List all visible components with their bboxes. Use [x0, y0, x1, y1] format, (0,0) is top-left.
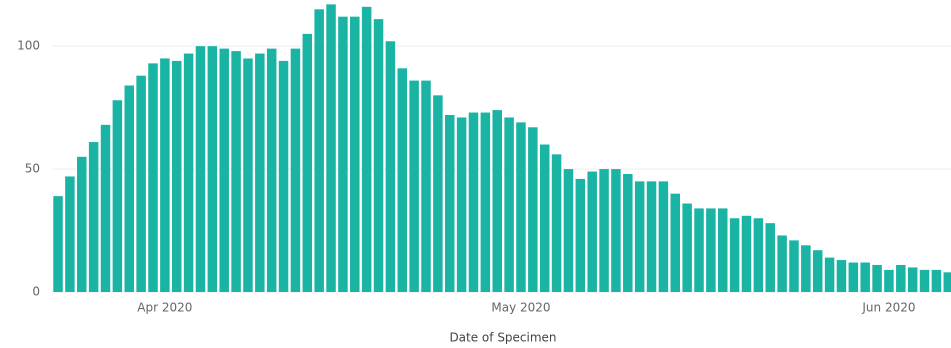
bar — [919, 269, 930, 292]
bar — [255, 53, 265, 292]
x-axis-title: Date of Specimen — [449, 331, 556, 345]
bar — [504, 117, 514, 292]
bar — [539, 144, 550, 292]
bar — [516, 122, 526, 292]
y-tick-label: 50 — [25, 162, 40, 176]
bar — [468, 112, 479, 293]
bar — [421, 80, 431, 292]
bar — [682, 203, 692, 292]
bar — [243, 58, 253, 293]
bar — [528, 127, 538, 293]
bar — [124, 85, 135, 292]
bar — [195, 46, 206, 292]
bar — [836, 260, 847, 292]
bar — [456, 117, 467, 292]
bar — [884, 269, 894, 292]
x-tick-label: May 2020 — [491, 301, 550, 315]
bar — [801, 245, 811, 292]
bar — [931, 269, 942, 292]
bar — [658, 181, 669, 292]
bar — [160, 58, 170, 293]
bar — [409, 80, 419, 292]
bar — [824, 257, 835, 292]
bar — [563, 169, 574, 292]
bar — [171, 60, 182, 292]
bar — [266, 48, 277, 292]
bar — [314, 9, 324, 293]
bar — [350, 16, 360, 293]
bar — [777, 235, 787, 292]
bar — [77, 156, 87, 292]
bar — [623, 174, 633, 292]
bar — [112, 100, 123, 292]
bar — [694, 208, 704, 292]
bar — [385, 41, 396, 292]
bar — [373, 19, 384, 292]
bar — [480, 112, 491, 293]
bar — [872, 264, 882, 292]
bar — [231, 51, 241, 293]
bar — [551, 154, 562, 292]
bar — [100, 124, 111, 292]
bar — [943, 272, 951, 292]
bar — [729, 218, 740, 292]
bar — [587, 171, 597, 292]
bar — [753, 218, 764, 292]
bar — [634, 181, 645, 292]
bar — [575, 178, 586, 292]
bar — [136, 75, 146, 293]
bar — [433, 95, 443, 292]
bar — [741, 215, 752, 292]
x-tick-label: Jun 2020 — [861, 301, 915, 315]
x-tick-label: Apr 2020 — [137, 301, 192, 315]
y-tick-label: 0 — [32, 285, 40, 299]
bar — [88, 142, 99, 292]
bar — [812, 250, 823, 292]
bar — [361, 6, 372, 292]
bar — [718, 208, 728, 292]
bar — [789, 240, 799, 292]
bar — [53, 196, 63, 292]
bar — [706, 208, 716, 292]
bar — [290, 48, 301, 292]
bar — [207, 46, 218, 292]
bar — [326, 4, 336, 292]
bar — [183, 53, 194, 292]
bar — [278, 60, 289, 292]
bar — [302, 33, 313, 292]
y-tick-label: 100 — [17, 39, 40, 53]
bar — [397, 68, 408, 293]
bar — [599, 169, 609, 292]
bar — [848, 262, 859, 292]
bar — [65, 176, 75, 292]
bar — [670, 193, 681, 292]
bar — [338, 16, 348, 293]
bar — [765, 223, 775, 292]
bar — [907, 267, 918, 292]
bar — [219, 48, 229, 292]
bar — [646, 181, 657, 292]
bar — [492, 110, 502, 292]
bar — [148, 63, 158, 292]
bar — [611, 169, 621, 292]
bar — [896, 264, 906, 292]
bar — [444, 115, 455, 292]
bar — [860, 262, 870, 292]
